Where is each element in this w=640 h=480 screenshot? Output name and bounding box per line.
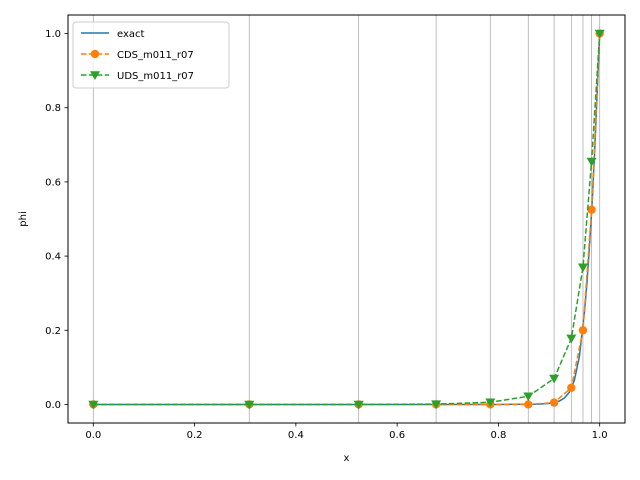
x-axis-label: x	[344, 453, 350, 464]
x-tick-label: 0.4	[288, 430, 304, 441]
y-tick-label: 1.0	[45, 29, 61, 40]
data-point	[485, 398, 496, 408]
series-layer	[88, 29, 605, 410]
data-point	[586, 157, 597, 167]
legend-label: CDS_m011_r07	[117, 50, 194, 61]
x-tick-label: 0.0	[85, 430, 101, 441]
data-point	[567, 383, 576, 392]
data-point	[566, 334, 577, 344]
data-point	[88, 400, 99, 410]
data-point	[549, 374, 560, 384]
x-tick-label: 1.0	[592, 430, 608, 441]
x-tick-label: 0.6	[389, 430, 405, 441]
x-tick-label: 0.8	[490, 430, 506, 441]
data-point	[549, 398, 559, 407]
legend-marker	[90, 71, 100, 80]
data-point	[578, 326, 588, 335]
plot-frame	[67, 14, 626, 424]
legend-box	[72, 21, 230, 89]
legend-label: UDS_m011_r07	[117, 71, 194, 82]
y-tick-label: 0.2	[45, 326, 61, 337]
tick-layer: 0.0 0.2 0.4 0.6 0.8 1.0 0.0 0.2 0.4 0.6 0.8 1.0	[45, 29, 608, 441]
legend-label: exact	[117, 29, 145, 40]
data-point	[577, 263, 588, 273]
x-tick-label: 0.2	[187, 430, 203, 441]
data-point	[524, 400, 533, 409]
data-point	[594, 29, 605, 39]
y-axis-label: phi	[18, 211, 29, 226]
series-UDS_m011_r07	[88, 29, 605, 410]
data-point	[587, 205, 596, 214]
data-point	[523, 392, 534, 402]
y-tick-label: 0.6	[45, 177, 61, 188]
data-point	[431, 400, 442, 410]
legend-marker	[90, 49, 100, 59]
y-tick-label: 0.0	[45, 400, 61, 411]
y-tick-label: 0.4	[45, 252, 61, 263]
data-point	[244, 400, 255, 410]
data-point	[353, 400, 364, 410]
legend: exact CDS_m011_r07 UDS_m011_r07	[72, 21, 230, 89]
y-tick-label: 0.8	[45, 103, 61, 114]
